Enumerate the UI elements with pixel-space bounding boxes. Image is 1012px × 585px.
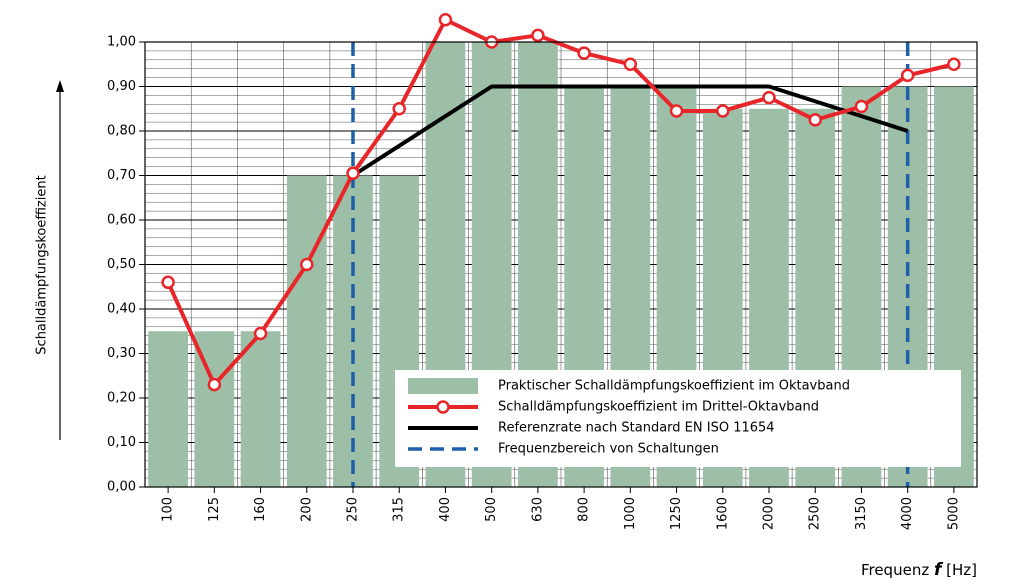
x-tick-label: 400 bbox=[438, 497, 453, 522]
legend-label: Referenzrate nach Standard EN ISO 11654 bbox=[498, 421, 775, 436]
y-axis-arrowhead bbox=[56, 80, 64, 92]
x-tick-label: 1250 bbox=[669, 497, 684, 530]
y-tick-label: 0,80 bbox=[107, 124, 136, 139]
point bbox=[808, 113, 822, 127]
x-tick-label: 3150 bbox=[854, 497, 869, 530]
x-tick-label: 160 bbox=[253, 497, 268, 522]
bar bbox=[148, 331, 188, 487]
point bbox=[623, 57, 638, 71]
y-tick-label: 0,40 bbox=[107, 302, 136, 317]
y-tick-label: 0,20 bbox=[107, 391, 136, 406]
point bbox=[346, 166, 360, 181]
point bbox=[161, 275, 175, 290]
bar bbox=[286, 175, 327, 487]
x-tick-label: 5000 bbox=[946, 497, 961, 530]
point bbox=[577, 46, 591, 60]
x-tick-label: 250 bbox=[346, 497, 361, 522]
point bbox=[900, 68, 915, 83]
point bbox=[392, 102, 406, 116]
x-axis-label-part: f bbox=[934, 560, 944, 580]
x-tick-label: 4000 bbox=[900, 497, 915, 530]
point bbox=[300, 257, 314, 272]
legend-label: Schalldämpfungskoeffizient im Drittel-Ok… bbox=[498, 400, 819, 415]
legend-label: Praktischer Schalldämpfungskoeffizient i… bbox=[498, 379, 850, 394]
x-tick-label: 500 bbox=[484, 497, 499, 522]
point bbox=[854, 99, 869, 114]
point bbox=[762, 90, 776, 105]
line bbox=[166, 17, 955, 389]
y-tick-label: 0,60 bbox=[107, 213, 136, 228]
point bbox=[253, 326, 268, 341]
y-axis-label: Schalldämpfungskoeffizient bbox=[35, 175, 50, 354]
x-tick-label: 1600 bbox=[715, 497, 730, 530]
bar bbox=[240, 331, 281, 487]
y-tick-label: 0,70 bbox=[107, 168, 136, 183]
reference-line bbox=[351, 84, 909, 178]
y-tick-label: 0,90 bbox=[107, 79, 136, 94]
x-tick-label: 125 bbox=[207, 497, 222, 522]
x-tick-label: 630 bbox=[530, 497, 545, 522]
y-tick-label: 0,50 bbox=[107, 257, 136, 272]
plot-frame bbox=[144, 41, 978, 488]
x-axis-label: Frequenz f [Hz] bbox=[861, 560, 977, 580]
x-tick-label: 2000 bbox=[762, 497, 777, 530]
point bbox=[947, 57, 961, 71]
y-tick-label: 0,10 bbox=[107, 435, 136, 450]
x-tick-label: 200 bbox=[299, 497, 314, 522]
legend-box bbox=[395, 370, 961, 467]
legend-swatch bbox=[408, 378, 478, 394]
x-axis-label-part: [Hz] bbox=[941, 561, 977, 579]
point bbox=[716, 104, 730, 118]
x-axis-label-part: Frequenz bbox=[861, 561, 934, 579]
x-tick-label: 315 bbox=[392, 497, 407, 522]
x-tick-label: 800 bbox=[577, 497, 592, 522]
y-tick-label: 1,00 bbox=[107, 35, 136, 50]
y-tick-label: 0,00 bbox=[107, 480, 136, 495]
legend-marker bbox=[436, 400, 450, 414]
legend-label: Frequenzbereich von Schaltungen bbox=[498, 442, 719, 457]
x-tick-label: 100 bbox=[161, 497, 176, 522]
point bbox=[207, 377, 222, 392]
point bbox=[531, 28, 545, 43]
x-tick-label: 1000 bbox=[623, 497, 638, 530]
point bbox=[438, 13, 453, 27]
point bbox=[669, 104, 684, 118]
x-tick-label: 2500 bbox=[808, 497, 823, 530]
y-tick-label: 0,30 bbox=[107, 346, 136, 361]
